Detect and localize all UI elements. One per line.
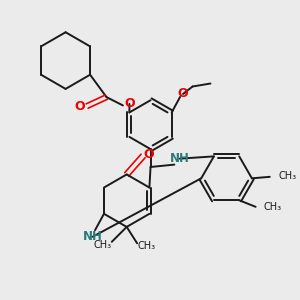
Text: O: O xyxy=(178,88,188,100)
Text: O: O xyxy=(124,98,135,110)
Text: CH₃: CH₃ xyxy=(138,241,156,251)
Text: CH₃: CH₃ xyxy=(93,240,111,250)
Text: NH: NH xyxy=(83,230,103,243)
Text: O: O xyxy=(144,148,154,161)
Text: O: O xyxy=(74,100,85,112)
Text: CH₃: CH₃ xyxy=(278,171,296,181)
Text: NH: NH xyxy=(170,152,190,165)
Text: CH₃: CH₃ xyxy=(264,202,282,212)
